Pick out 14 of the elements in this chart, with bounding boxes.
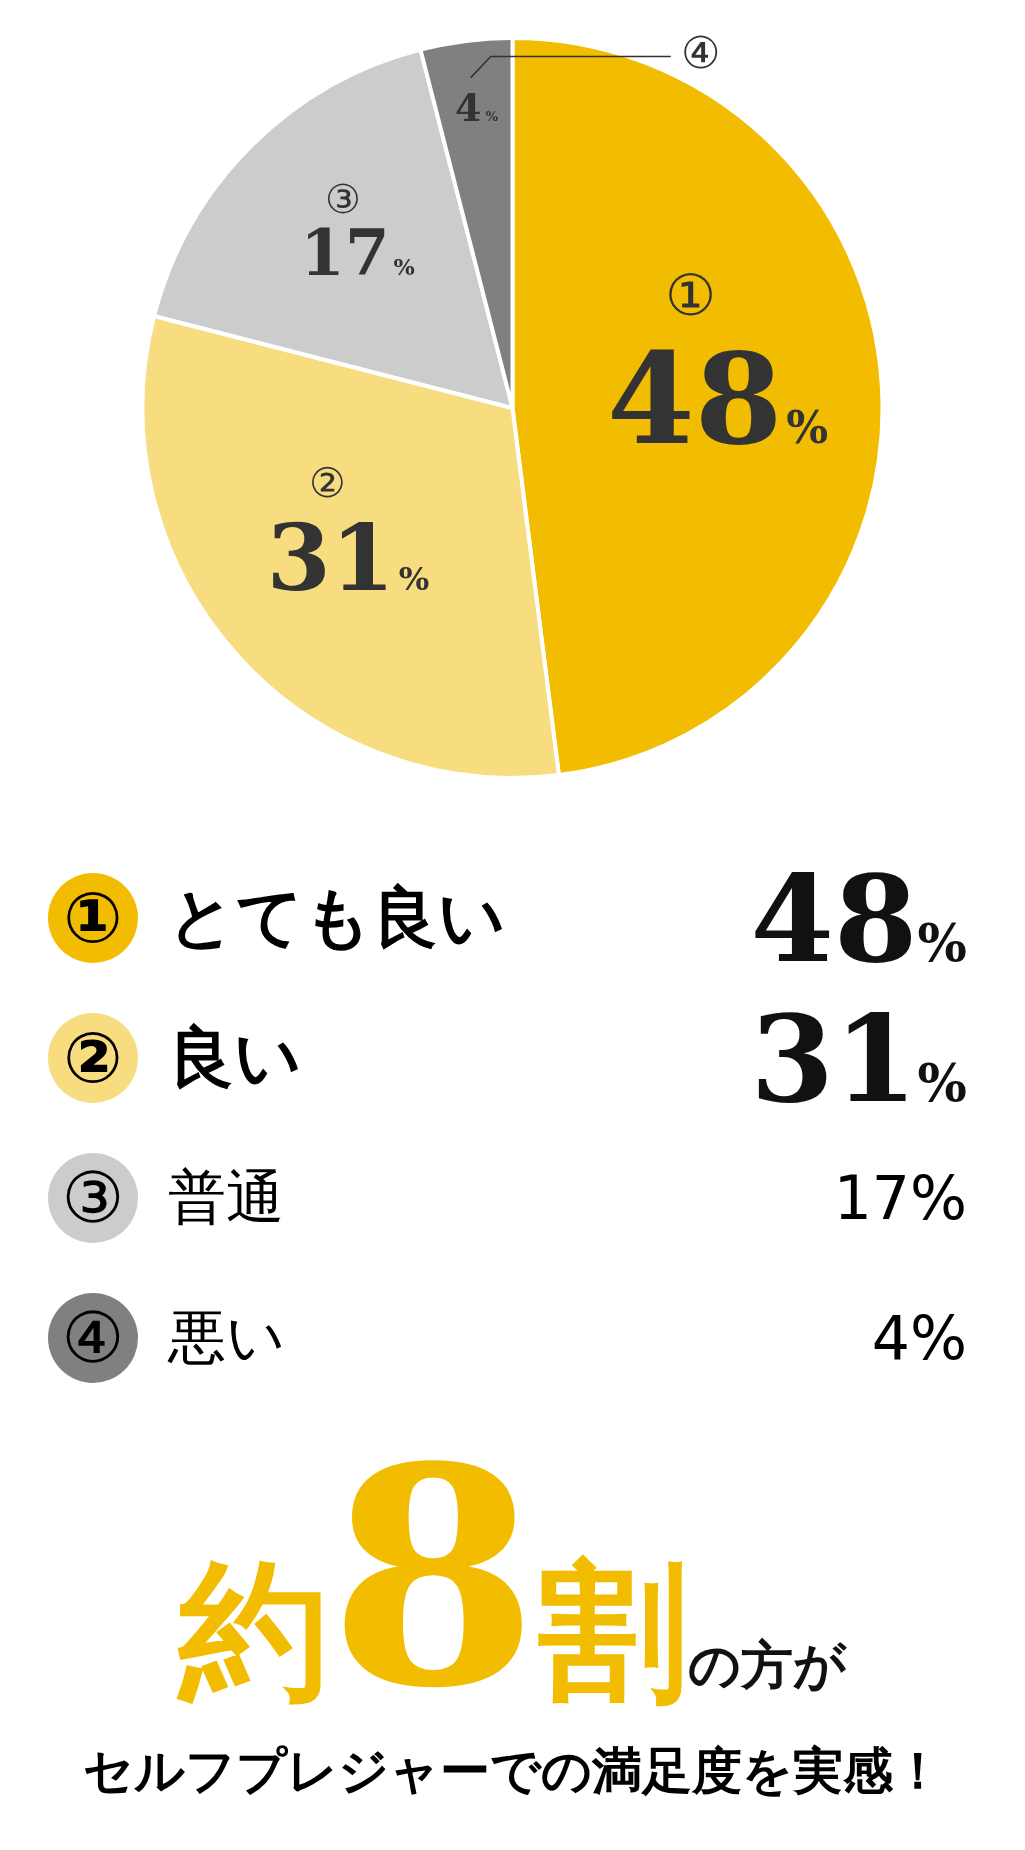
- text: 48%: [750, 847, 967, 989]
- text: 4%: [871, 1303, 967, 1373]
- text: ④: [61, 1297, 125, 1379]
- text: ②: [63, 1017, 123, 1099]
- legend-label: 悪い: [168, 1302, 286, 1373]
- legend-label: 良い: [168, 1018, 303, 1098]
- text: ③: [61, 1157, 125, 1239]
- text: ①: [63, 877, 123, 959]
- data-label: 4%: [454, 85, 499, 131]
- text: ④: [681, 26, 721, 78]
- legend-label: とても良い: [168, 878, 507, 958]
- text: 31%: [750, 987, 967, 1129]
- text: 17%: [833, 1163, 967, 1233]
- legend-label: 普通: [168, 1162, 285, 1233]
